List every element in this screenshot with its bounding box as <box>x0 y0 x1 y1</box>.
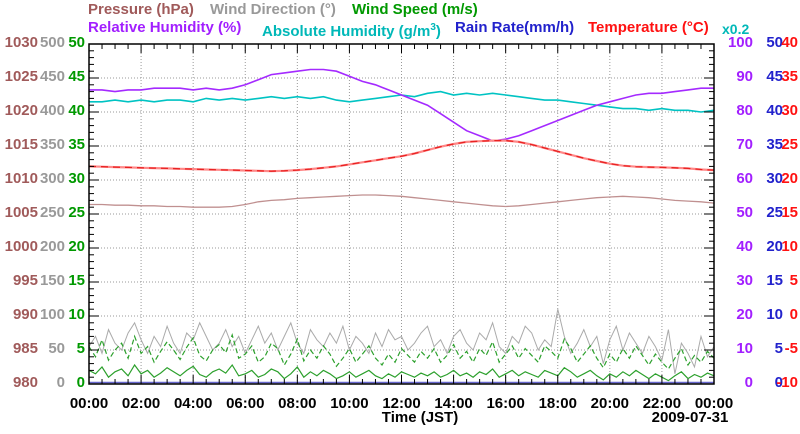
y-tick-label-relative-humidity: 0 <box>744 374 753 391</box>
y-tick-label-rain-rate: 25 <box>766 204 783 221</box>
y-tick-label-relative-humidity: 10 <box>736 340 753 357</box>
y-tick-label-pressure: 1010 <box>4 170 38 187</box>
scale-factor-note: x0.2 <box>722 21 750 37</box>
superscript-3: 3 <box>430 22 436 33</box>
series-pressure_hPa <box>89 194 715 208</box>
y-tick-label-wind-speed: 20 <box>68 238 85 255</box>
y-tick-label-pressure: 990 <box>12 306 38 323</box>
y-tick-label-temperature: 15 <box>781 204 798 221</box>
y-tick-label-pressure: 985 <box>12 340 38 357</box>
y-tick-label-temperature: 0 <box>789 306 798 323</box>
y-tick-label-wind-direction: 50 <box>48 340 65 357</box>
y-tick-label-relative-humidity: 70 <box>736 136 753 153</box>
y-tick-label-pressure: 980 <box>12 374 38 391</box>
series-wind_direction_deg <box>88 309 715 374</box>
x-tick-label: 18:00 <box>538 395 577 412</box>
y-tick-label-temperature: -10 <box>776 374 798 391</box>
y-tick-label-relative-humidity: 40 <box>736 238 753 255</box>
y-tick-label-pressure: 995 <box>12 272 38 289</box>
series-relative_humidity_pct <box>89 68 714 142</box>
y-tick-label-wind-speed: 35 <box>68 136 85 153</box>
y-tick-label-temperature: 20 <box>781 170 798 187</box>
y-tick-label-wind-direction: 0 <box>56 374 65 391</box>
y-tick-label-temperature: 5 <box>789 272 798 289</box>
x-axis-title: Time (JST) <box>381 409 459 426</box>
y-tick-label-relative-humidity: 90 <box>736 68 753 85</box>
y-tick-label-wind-speed: 25 <box>68 204 85 221</box>
y-tick-label-rain-rate: 40 <box>766 102 783 119</box>
y-tick-label-temperature: 25 <box>781 136 798 153</box>
y-tick-label-pressure: 1020 <box>4 102 38 119</box>
y-tick-label-pressure: 1030 <box>4 34 38 51</box>
x-tick-label: 00:00 <box>69 395 109 412</box>
x-tick-label: 10:00 <box>330 395 369 412</box>
series-wind_speed_max_ms <box>88 333 715 370</box>
legend-rain-rate: Rain Rate(mm/h) <box>455 19 575 36</box>
y-tick-label-wind-direction: 100 <box>39 306 65 323</box>
y-tick-label-rain-rate: 15 <box>766 272 783 289</box>
x-tick-label: 08:00 <box>278 395 317 412</box>
x-tick-label: 22:00 <box>642 395 682 412</box>
y-tick-label-wind-direction: 500 <box>39 34 65 51</box>
y-tick-label-wind-direction: 400 <box>39 102 65 119</box>
y-tick-label-wind-speed: 15 <box>68 272 85 289</box>
y-tick-label-wind-speed: 50 <box>68 34 85 51</box>
y-tick-label-rain-rate: 50 <box>766 34 783 51</box>
x-tick-label: 20:00 <box>590 395 630 412</box>
x-tick-label: 02:00 <box>121 395 161 412</box>
legend-wind-speed: Wind Speed (m/s) <box>352 1 478 18</box>
y-tick-label-relative-humidity: 50 <box>736 204 753 221</box>
y-tick-label-rain-rate: 0 <box>774 374 783 391</box>
legend-absolute-humidity-text: Absolute Humidity (g/m <box>262 23 431 40</box>
y-tick-label-wind-direction: 450 <box>39 68 65 85</box>
y-tick-label-relative-humidity: 30 <box>736 272 753 289</box>
y-tick-label-rain-rate: 5 <box>774 340 783 357</box>
legend-pressure: Pressure (hPa) <box>88 1 194 18</box>
y-tick-label-pressure: 1025 <box>4 68 38 85</box>
y-tick-label-temperature: 30 <box>781 102 798 119</box>
y-tick-label-wind-speed: 5 <box>76 340 85 357</box>
y-tick-label-wind-speed: 0 <box>76 374 85 391</box>
y-tick-label-pressure: 1005 <box>4 204 38 221</box>
y-tick-label-wind-direction: 250 <box>39 204 65 221</box>
y-tick-label-temperature: 10 <box>781 238 798 255</box>
series-wind_speed_avg_ms <box>88 363 715 382</box>
y-tick-label-pressure: 1000 <box>4 238 38 255</box>
y-tick-label-temperature: 40 <box>781 34 798 51</box>
y-tick-label-relative-humidity: 20 <box>736 306 753 323</box>
y-tick-label-wind-speed: 40 <box>68 102 85 119</box>
y-tick-label-wind-speed: 45 <box>68 68 85 85</box>
y-tick-label-wind-speed: 10 <box>68 306 85 323</box>
y-tick-label-relative-humidity: 60 <box>736 170 753 187</box>
y-tick-label-rain-rate: 35 <box>766 136 783 153</box>
legend-relative-humidity: Relative Humidity (%) <box>88 19 242 36</box>
date-label: 2009-07-31 <box>651 409 729 426</box>
y-tick-label-temperature: 35 <box>781 68 798 85</box>
y-tick-label-relative-humidity: 100 <box>727 34 753 51</box>
y-tick-label-wind-direction: 200 <box>39 238 65 255</box>
x-tick-label: 00:00 <box>694 395 734 412</box>
legend-absolute-humidity-close: ) <box>435 23 441 40</box>
x-tick-label: 16:00 <box>486 395 525 412</box>
y-tick-label-relative-humidity: 80 <box>736 102 753 119</box>
y-tick-label-pressure: 1015 <box>4 136 38 153</box>
x-tick-label: 12:00 <box>382 395 421 412</box>
y-tick-label-wind-direction: 350 <box>39 136 65 153</box>
y-tick-label-rain-rate: 10 <box>766 306 783 323</box>
legend-absolute-humidity: Absolute Humidity (g/m3) <box>262 20 441 40</box>
x-tick-label: 04:00 <box>173 395 213 412</box>
y-tick-label-wind-direction: 300 <box>39 170 65 187</box>
x-tick-label: 14:00 <box>434 395 473 412</box>
y-tick-label-rain-rate: 30 <box>766 170 783 187</box>
y-tick-label-rain-rate: 20 <box>766 238 783 255</box>
y-tick-label-temperature: -5 <box>784 340 798 357</box>
y-tick-label-rain-rate: 45 <box>766 68 783 85</box>
legend-temperature: Temperature (°C) <box>588 19 709 36</box>
y-tick-label-wind-direction: 150 <box>39 272 65 289</box>
legend-wind-direction: Wind Direction (°) <box>210 1 336 18</box>
x-tick-label: 06:00 <box>226 395 265 412</box>
y-tick-label-wind-speed: 30 <box>68 170 85 187</box>
